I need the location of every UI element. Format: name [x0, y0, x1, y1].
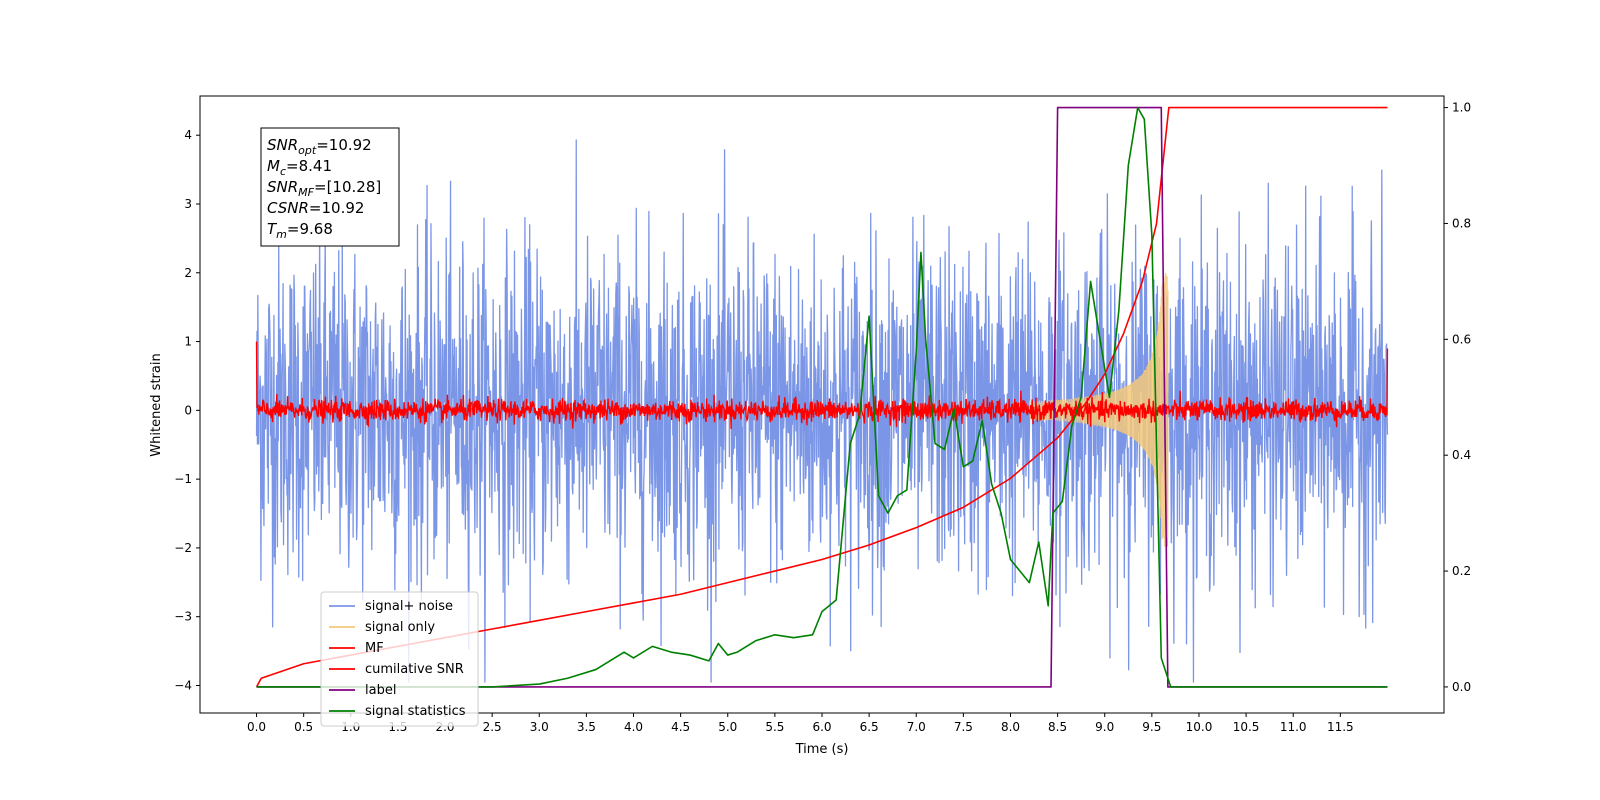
- legend-entry: label: [329, 683, 396, 698]
- annotation-symbol: M: [267, 157, 280, 175]
- x-tick-label: 4.0: [624, 720, 643, 734]
- legend-label: cumilative SNR: [365, 662, 464, 677]
- x-tick-label: 4.5: [671, 720, 690, 734]
- y-axis-label: Whitened strain: [149, 353, 164, 456]
- y-tick-label: 3: [184, 197, 192, 211]
- series-signal-statistics: [256, 106, 1388, 688]
- legend-entry: signal statistics: [329, 704, 466, 719]
- y-tick-label: 2: [184, 266, 192, 280]
- y-tick-label: 4: [184, 128, 192, 142]
- annotation-symbol: SNR: [267, 136, 298, 154]
- annotation-line: SNRopt=10.92: [267, 136, 372, 157]
- y-tick-label: −4: [174, 678, 192, 692]
- x-tick-label: 10.5: [1233, 720, 1260, 734]
- legend-entry: signal+ noise: [329, 599, 453, 614]
- x-tick-label: 9.0: [1095, 720, 1114, 734]
- x-tick-label: 2.5: [483, 720, 502, 734]
- legend: signal+ noise signal only MF cumilative SNR…: [320, 591, 479, 727]
- x-tick-label: 3.0: [530, 720, 549, 734]
- x-axis-label: Time (s): [795, 742, 849, 757]
- legend-entry: MF: [329, 641, 384, 656]
- legend-label: label: [365, 683, 396, 698]
- y-tick-label: 0: [184, 403, 192, 417]
- y2-tick-label: 0.8: [1452, 216, 1471, 230]
- legend-label: signal+ noise: [365, 599, 453, 614]
- legend-entry: signal only: [329, 620, 435, 635]
- x-tick-label: 11.5: [1327, 720, 1354, 734]
- annotation-box: SNRopt=10.92Mc=8.41SNRMF=[10.28]CSNR=10.…: [260, 127, 400, 247]
- annotation-frame: [260, 127, 400, 247]
- y-tick-label: −3: [174, 610, 192, 624]
- y-tick-label: −1: [174, 472, 192, 486]
- annotation-value: =[10.28]: [314, 178, 381, 196]
- y-axis-right: 0.0 0.2 0.4 0.6 0.8 1.0: [1444, 101, 1471, 694]
- x-tick-label: 3.5: [577, 720, 596, 734]
- annotation-subscript: opt: [298, 144, 317, 157]
- annotation-symbol: SNR: [267, 178, 298, 196]
- x-tick-label: 0.5: [294, 720, 313, 734]
- annotation-symbol: T: [267, 220, 278, 238]
- annotation-value: =10.92: [309, 199, 365, 217]
- legend-label: signal only: [365, 620, 435, 635]
- legend-label: signal statistics: [365, 704, 466, 719]
- x-tick-label: 9.5: [1142, 720, 1161, 734]
- y-axis-left: −4 −3 −2 −1 0 1 2 3 4: [174, 128, 200, 692]
- annotation-value: =10.92: [316, 136, 372, 154]
- annotation-line: Mc=8.41: [267, 157, 332, 178]
- x-tick-label: 5.0: [718, 720, 737, 734]
- y2-tick-label: 0.6: [1452, 332, 1471, 346]
- series-signal-noise: [255, 139, 1389, 683]
- y2-tick-label: 0.0: [1452, 680, 1471, 694]
- annotation-symbol: CSNR: [267, 199, 309, 217]
- annotation-value: =9.68: [287, 220, 333, 238]
- y2-tick-label: 1.0: [1452, 101, 1471, 115]
- annotation-line: SNRMF=[10.28]: [267, 178, 381, 199]
- annotation-subscript: MF: [298, 186, 314, 199]
- y-tick-label: 1: [184, 335, 192, 349]
- x-tick-label: 6.5: [860, 720, 879, 734]
- x-tick-label: 8.5: [1048, 720, 1067, 734]
- annotation-line: Tm=9.68: [267, 220, 333, 241]
- annotation-subscript: c: [280, 165, 286, 178]
- x-tick-label: 10.0: [1186, 720, 1213, 734]
- annotation-line: CSNR=10.92: [267, 199, 364, 217]
- annotation-subscript: m: [276, 228, 287, 241]
- y2-tick-label: 0.2: [1452, 564, 1471, 578]
- x-tick-label: 8.0: [1001, 720, 1020, 734]
- x-tick-label: 7.0: [907, 720, 926, 734]
- annotation-value: =8.41: [286, 157, 332, 175]
- x-tick-label: 0.0: [247, 720, 266, 734]
- legend-entry: cumilative SNR: [329, 662, 464, 677]
- y-tick-label: −2: [174, 541, 192, 555]
- series-mf: [255, 341, 1389, 429]
- y2-tick-label: 0.4: [1452, 448, 1471, 462]
- x-tick-label: 7.5: [954, 720, 973, 734]
- x-tick-label: 5.5: [765, 720, 784, 734]
- x-tick-label: 11.0: [1280, 720, 1307, 734]
- legend-frame: [320, 591, 479, 727]
- x-tick-label: 6.0: [812, 720, 831, 734]
- legend-label: MF: [365, 641, 384, 656]
